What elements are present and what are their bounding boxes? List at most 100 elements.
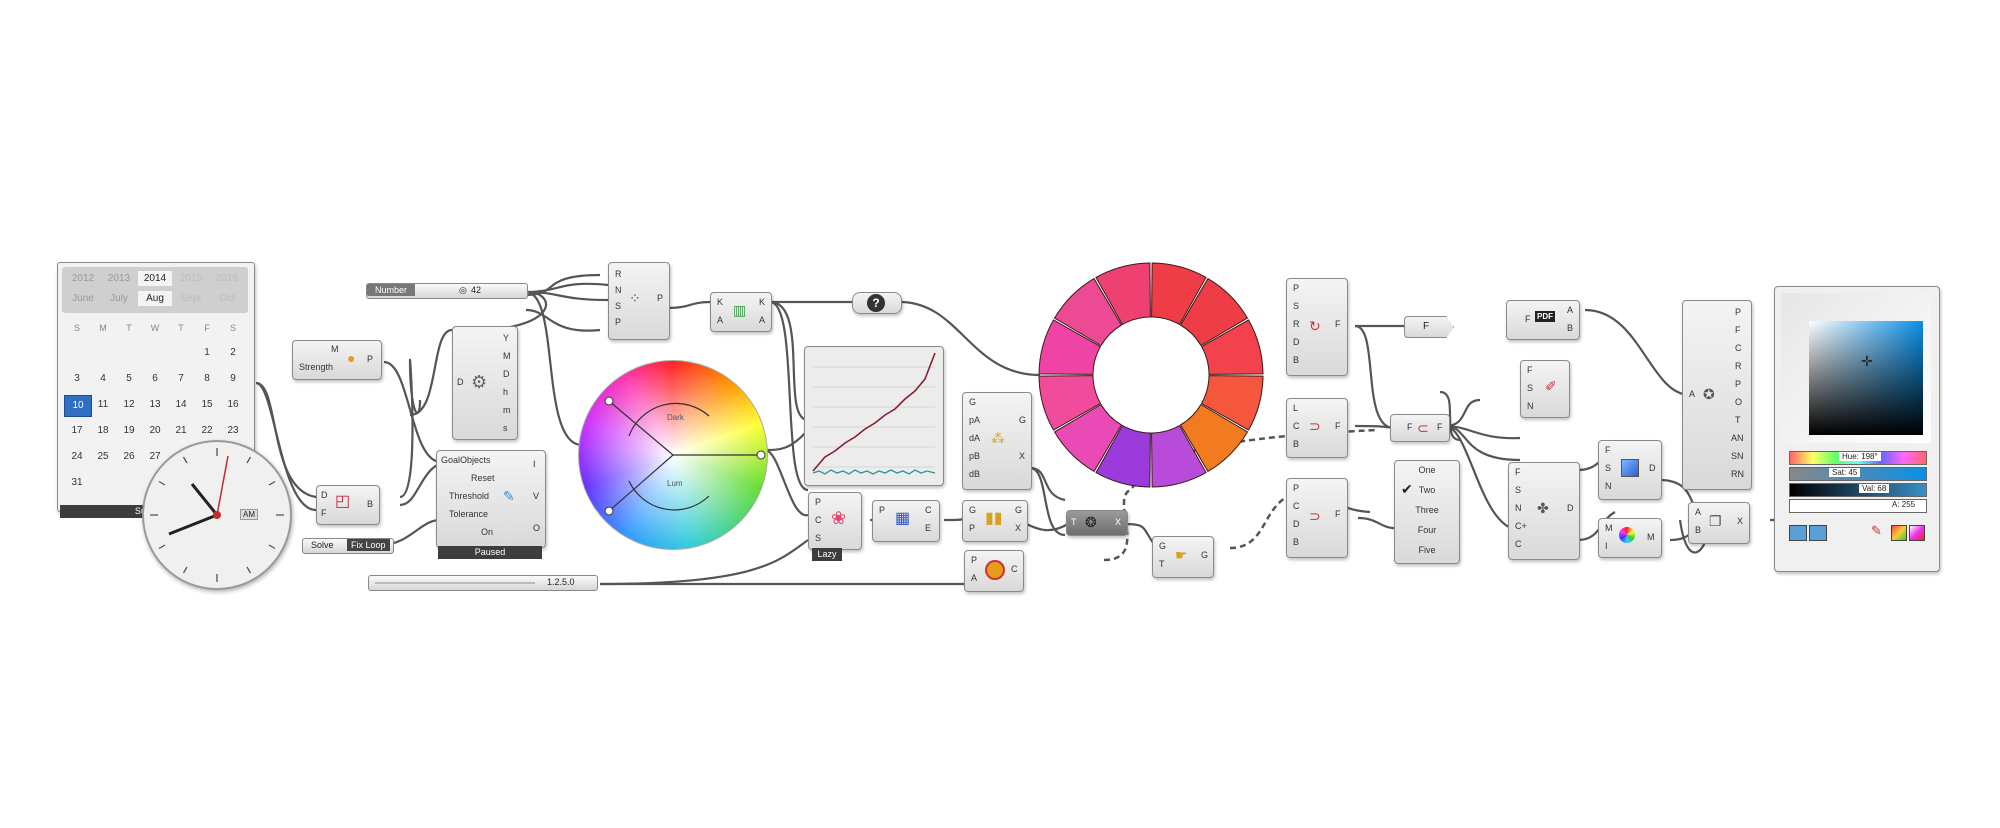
fsn-component[interactable]: F S N ✐ bbox=[1520, 360, 1570, 418]
input-pa[interactable]: pA bbox=[969, 415, 981, 425]
input-c[interactable]: C bbox=[815, 515, 822, 525]
input-a[interactable]: A bbox=[1695, 507, 1702, 517]
list-item-five[interactable]: Five bbox=[1418, 545, 1436, 555]
swatch-before[interactable] bbox=[1789, 525, 1807, 541]
input-b[interactable]: B bbox=[1293, 439, 1300, 449]
calendar-day[interactable]: 26 bbox=[123, 451, 135, 462]
calendar-day[interactable]: 7 bbox=[178, 373, 184, 384]
output-rn[interactable]: RN bbox=[1731, 469, 1744, 479]
input-on[interactable]: On bbox=[481, 527, 494, 537]
output-h[interactable]: h bbox=[503, 387, 509, 397]
input-strength[interactable]: Strength bbox=[299, 362, 334, 372]
value-list[interactable]: One Two ✔ Three Four Five bbox=[1394, 460, 1460, 564]
calendar-month-july[interactable]: July bbox=[110, 293, 128, 304]
picker-cube[interactable]: ✛ bbox=[1781, 293, 1931, 443]
input-n[interactable]: N bbox=[615, 285, 622, 295]
input-c-plus[interactable]: C+ bbox=[1515, 521, 1527, 531]
list-item-four[interactable]: Four bbox=[1417, 525, 1437, 535]
output-b[interactable]: B bbox=[1567, 323, 1574, 333]
calendar-day[interactable]: 31 bbox=[71, 477, 83, 488]
output-a[interactable]: A bbox=[1567, 305, 1574, 315]
output-sn[interactable]: SN bbox=[1731, 451, 1744, 461]
output-s[interactable]: s bbox=[503, 423, 508, 433]
populate-component[interactable]: R N S P ⁘ P bbox=[608, 262, 670, 340]
output-x[interactable]: X bbox=[1019, 451, 1026, 461]
pcdb-component[interactable]: P C D B ⊃ F bbox=[1286, 478, 1348, 558]
input-m[interactable]: M bbox=[331, 344, 339, 354]
output-d[interactable]: D bbox=[1567, 503, 1574, 513]
output-g[interactable]: G bbox=[1015, 505, 1023, 515]
calendar-day[interactable] bbox=[142, 343, 168, 363]
calendar-day[interactable] bbox=[168, 343, 194, 363]
input-t[interactable]: T bbox=[1159, 559, 1165, 569]
output-c[interactable]: C bbox=[925, 505, 932, 515]
calendar-day[interactable]: 13 bbox=[149, 399, 161, 410]
output-t[interactable]: T bbox=[1735, 415, 1741, 425]
input-r[interactable]: R bbox=[615, 269, 622, 279]
calendar-panel[interactable]: 2012 2013 2014 2015 2016 June July Aug S… bbox=[57, 262, 255, 512]
output-x[interactable]: X bbox=[1015, 523, 1022, 533]
color-swatch-component[interactable]: P C S ❀ bbox=[808, 492, 862, 550]
calendar-day[interactable]: 10 bbox=[64, 395, 92, 417]
calendar-day[interactable]: 23 bbox=[227, 425, 239, 436]
graph-mapper[interactable] bbox=[804, 346, 944, 486]
input-b[interactable]: B bbox=[1695, 525, 1702, 535]
input-threshold[interactable]: Threshold bbox=[449, 491, 490, 501]
calendar-day[interactable] bbox=[116, 473, 142, 493]
output-g[interactable]: G bbox=[1019, 415, 1027, 425]
output-f[interactable]: F bbox=[1335, 319, 1341, 329]
output-o[interactable]: O bbox=[1735, 397, 1743, 407]
question-param[interactable]: ? bbox=[852, 292, 902, 314]
sn-component[interactable]: F S N D bbox=[1598, 440, 1662, 500]
calendar-day[interactable]: 24 bbox=[71, 451, 83, 462]
input-n[interactable]: N bbox=[1605, 481, 1612, 491]
input-d[interactable]: D bbox=[1293, 337, 1300, 347]
merge-field-component[interactable]: F ⊂ F bbox=[1390, 414, 1450, 442]
calendar-day[interactable]: 25 bbox=[97, 451, 109, 462]
output-f[interactable]: F bbox=[1335, 509, 1341, 519]
input-n[interactable]: N bbox=[1515, 503, 1522, 513]
picker-sv-field[interactable] bbox=[1809, 321, 1923, 435]
input-l[interactable]: L bbox=[1293, 403, 1299, 413]
output-p2[interactable]: P bbox=[1735, 379, 1742, 389]
calendar-day[interactable]: 18 bbox=[97, 425, 109, 436]
calendar-month-aug[interactable]: Aug bbox=[138, 291, 172, 306]
val-bar[interactable] bbox=[1789, 483, 1927, 497]
solve-value[interactable]: Fix Loop bbox=[347, 539, 390, 551]
input-n[interactable]: N bbox=[1527, 401, 1534, 411]
output-b[interactable]: B bbox=[367, 499, 374, 509]
output-i[interactable]: I bbox=[533, 459, 536, 469]
long-number-slider[interactable]: 1.2.5.0 bbox=[368, 575, 598, 591]
strength-component[interactable]: M Strength ● P bbox=[292, 340, 382, 380]
input-g[interactable]: G bbox=[969, 397, 977, 407]
list-item-two[interactable]: Two bbox=[1418, 485, 1436, 495]
calendar-day[interactable]: 11 bbox=[97, 399, 109, 410]
input-f[interactable]: F bbox=[321, 508, 327, 518]
eyedropper-icon[interactable]: ✎ bbox=[1871, 523, 1882, 538]
input-g[interactable]: G bbox=[1159, 541, 1167, 551]
output-y[interactable]: Y bbox=[503, 333, 510, 343]
swatch-after[interactable] bbox=[1809, 525, 1827, 541]
output-r[interactable]: R bbox=[1735, 361, 1742, 371]
input-t[interactable]: T bbox=[1071, 517, 1077, 527]
input-f[interactable]: F bbox=[1515, 467, 1521, 477]
output-p[interactable]: P bbox=[1735, 307, 1742, 317]
output-d[interactable]: D bbox=[1649, 463, 1656, 473]
input-i[interactable]: I bbox=[1605, 541, 1608, 551]
input-p[interactable]: P bbox=[615, 317, 622, 327]
input-g[interactable]: G bbox=[969, 505, 977, 515]
pce-component[interactable]: P ▦ C E bbox=[872, 500, 940, 542]
calendar-day[interactable]: 9 bbox=[230, 373, 236, 384]
calendar-day[interactable]: 20 bbox=[149, 425, 161, 436]
calendar-day[interactable] bbox=[64, 343, 90, 363]
calendar-month-sept[interactable]: Sept bbox=[180, 293, 202, 304]
input-f[interactable]: F bbox=[1605, 445, 1611, 455]
input-s[interactable]: S bbox=[1293, 301, 1300, 311]
output-m[interactable]: M bbox=[1647, 532, 1655, 542]
output-f[interactable]: F bbox=[1437, 422, 1443, 432]
input-s[interactable]: S bbox=[1515, 485, 1522, 495]
output-o[interactable]: O bbox=[533, 523, 541, 533]
input-da[interactable]: dA bbox=[969, 433, 981, 443]
output-c[interactable]: C bbox=[1735, 343, 1742, 353]
input-c[interactable]: C bbox=[1515, 539, 1522, 549]
